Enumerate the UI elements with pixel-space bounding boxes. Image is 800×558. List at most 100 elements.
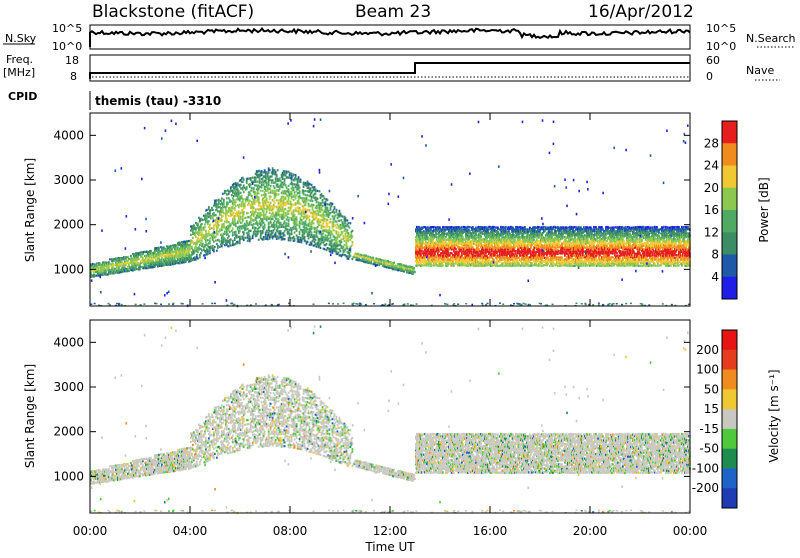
power-echo: [257, 233, 259, 235]
power-echo: [249, 223, 251, 225]
power-echo: [234, 217, 236, 219]
power-echo: [214, 246, 216, 248]
power-echo: [262, 190, 264, 192]
power-echo: [282, 208, 284, 210]
power-echo: [461, 254, 463, 256]
power-echo: [352, 236, 354, 238]
power-echo: [273, 207, 275, 209]
power-echo: [274, 205, 276, 207]
power-echo: [443, 259, 445, 261]
power-echo: [146, 265, 148, 267]
power-echo: [243, 213, 245, 215]
power-echo: [261, 184, 263, 186]
power-echo: [246, 186, 248, 188]
power-echo: [291, 233, 293, 235]
power-echo: [316, 213, 318, 215]
power-echo: [121, 261, 123, 263]
power-echo: [228, 245, 230, 247]
power-echo: [333, 221, 335, 223]
power-echo: [245, 200, 247, 202]
power-echo: [345, 228, 347, 230]
power-echo: [229, 231, 231, 233]
power-echo: [276, 218, 278, 220]
power-echo: [197, 251, 199, 253]
power-echo: [238, 210, 240, 212]
power-echo: [341, 245, 343, 247]
power-echo: [241, 222, 243, 224]
power-echo: [296, 230, 298, 232]
power-echo: [542, 257, 544, 259]
power-echo: [247, 198, 249, 200]
power-echo: [317, 226, 319, 228]
power-echo: [469, 226, 471, 228]
power-echo: [261, 194, 263, 196]
power-echo: [277, 235, 279, 237]
power-echo: [318, 218, 320, 220]
power-echo: [222, 215, 224, 217]
power-echo: [504, 241, 506, 243]
power-echo: [238, 190, 240, 192]
power-echo: [352, 243, 354, 245]
power-echo: [128, 270, 130, 272]
sky-label: N.Sky: [5, 32, 37, 45]
power-echo: [294, 214, 296, 216]
power-echo: [324, 240, 326, 242]
power-echo: [239, 240, 241, 242]
power-echo: [488, 228, 490, 230]
power-echo: [253, 207, 255, 209]
power-echo: [520, 231, 522, 233]
power-echo: [207, 253, 209, 255]
power-echo: [337, 248, 339, 250]
power-echo: [341, 238, 343, 240]
power-echo: [271, 234, 273, 236]
power-echo: [242, 201, 244, 203]
power-echo: [307, 214, 309, 216]
power-echo: [235, 215, 237, 217]
power-echo: [239, 227, 241, 229]
search-tick-high: 10^5: [706, 22, 736, 35]
power-echo: [293, 228, 295, 230]
power-echo: [231, 194, 233, 196]
power-echo: [483, 247, 485, 249]
power-echo: [309, 209, 311, 211]
power-echo: [290, 209, 292, 211]
power-echo: [219, 246, 221, 248]
power-echo: [534, 257, 536, 259]
power-echo: [296, 216, 298, 218]
power-echo: [275, 171, 277, 173]
power-echo: [322, 201, 324, 203]
power-echo: [300, 237, 302, 239]
power-echo: [258, 196, 260, 198]
power-echo: [296, 218, 298, 220]
power-echo: [522, 234, 524, 236]
power-echo: [239, 242, 241, 244]
power-echo: [163, 264, 165, 266]
power-echo: [319, 206, 321, 208]
power-echo: [149, 256, 151, 258]
power-echo: [453, 263, 455, 265]
power-echo: [250, 230, 252, 232]
power-echo: [509, 252, 511, 254]
power-echo: [310, 236, 312, 238]
power-echo: [199, 256, 201, 258]
power-echo: [132, 269, 134, 271]
power-echo: [420, 252, 422, 254]
power-echo: [240, 212, 242, 214]
power-echo: [228, 215, 230, 217]
power-echo: [247, 196, 249, 198]
power-echo: [340, 213, 342, 215]
power-echo: [210, 215, 212, 217]
power-echo: [427, 226, 429, 228]
power-echo: [283, 210, 285, 212]
power-echo: [221, 197, 223, 199]
power-echo: [284, 238, 286, 240]
power-echo: [209, 226, 211, 228]
power-echo: [250, 211, 252, 213]
power-echo: [261, 174, 263, 176]
power-echo: [215, 239, 217, 241]
power-echo: [452, 230, 454, 232]
power-echo: [249, 200, 251, 202]
power-echo: [270, 236, 272, 238]
power-echo: [491, 253, 493, 255]
power-echo: [304, 226, 306, 228]
